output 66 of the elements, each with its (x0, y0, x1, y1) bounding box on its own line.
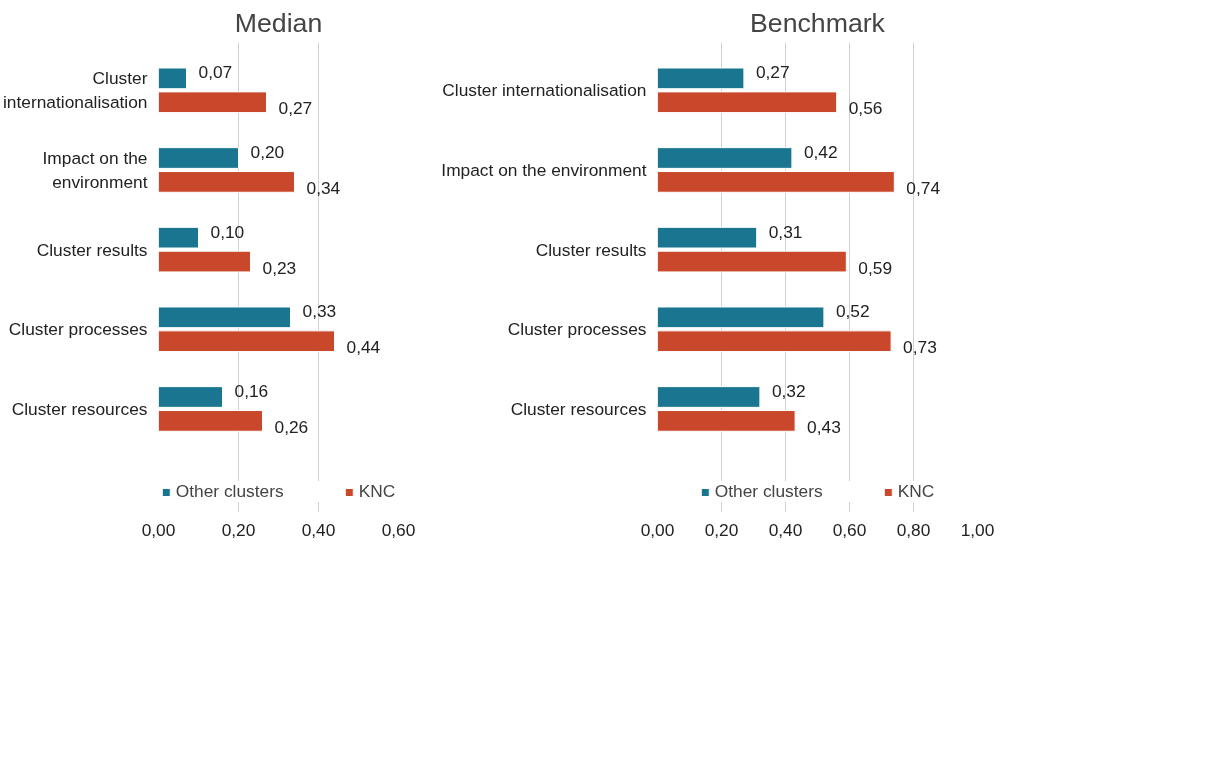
x-tick-label: 0,00 (141, 519, 176, 540)
bar (657, 330, 892, 353)
y-tick-label: Impact on the environment (42, 147, 148, 192)
bar (657, 306, 825, 329)
data-label: 0,33 (302, 301, 337, 322)
bar (657, 410, 796, 432)
data-label: 0,52 (835, 301, 870, 322)
data-label: 0,42 (803, 142, 838, 163)
bar (158, 250, 251, 273)
legend-label: Other clusters (175, 481, 284, 502)
y-tick-label: Cluster resources (510, 398, 647, 419)
bar (158, 226, 199, 249)
x-tick-label: 0,60 (381, 519, 416, 540)
chart-title: Median (234, 7, 323, 38)
data-label: 0,32 (771, 380, 806, 401)
x-tick-label: 0,40 (301, 519, 336, 540)
bar (158, 67, 187, 90)
y-tick-label: Cluster internationalisation (442, 80, 647, 101)
bar (158, 386, 223, 408)
legend-label: KNC (897, 481, 935, 502)
data-label: 0,27 (278, 98, 313, 119)
data-label: 0,56 (848, 98, 883, 119)
legend-label: KNC (358, 481, 396, 502)
data-label: 0,27 (755, 62, 790, 83)
bar (158, 147, 239, 169)
bar (158, 171, 295, 193)
y-tick-label: Cluster results (36, 239, 148, 260)
bar (657, 250, 847, 273)
data-label: 0,26 (274, 416, 309, 437)
data-label: 0,74 (906, 177, 941, 198)
legend-label: Other clusters (714, 481, 823, 502)
data-label: 0,20 (250, 142, 285, 163)
data-label: 0,31 (768, 221, 803, 242)
data-label: 0,07 (198, 62, 233, 83)
y-tick-label: Cluster internationalisation (3, 68, 148, 113)
bar (657, 91, 838, 114)
bar (657, 386, 761, 408)
bar (158, 410, 263, 432)
data-label: 0,16 (234, 380, 269, 401)
x-tick-label: 0,60 (832, 519, 867, 540)
data-label: 0,23 (262, 257, 297, 278)
x-tick-label: 0,00 (640, 519, 675, 540)
y-tick-label: Cluster resources (11, 398, 148, 419)
data-label: 0,73 (903, 337, 937, 358)
x-tick-label: 0,20 (704, 519, 739, 540)
bar (657, 147, 793, 169)
chart-title: Benchmark (750, 7, 886, 38)
data-label: 0,59 (858, 257, 893, 278)
data-label: 0,10 (210, 221, 245, 242)
y-tick-label: Impact on the environment (441, 159, 647, 180)
y-tick-label: Cluster processes (8, 319, 148, 340)
x-tick-label: 1,00 (960, 519, 995, 540)
x-tick-label: 0,40 (768, 519, 803, 540)
y-tick-label: Cluster processes (507, 319, 647, 340)
x-tick-label: 0,80 (896, 519, 931, 540)
bar (657, 67, 745, 90)
bar (657, 171, 895, 193)
data-label: 0,44 (346, 337, 381, 358)
data-label: 0,34 (306, 177, 341, 198)
x-tick-label: 0,20 (221, 519, 256, 540)
bar (158, 330, 335, 353)
bar (657, 226, 758, 249)
bar (158, 306, 291, 329)
data-label: 0,43 (807, 416, 841, 437)
bar (158, 91, 267, 114)
y-tick-label: Cluster results (535, 239, 647, 260)
